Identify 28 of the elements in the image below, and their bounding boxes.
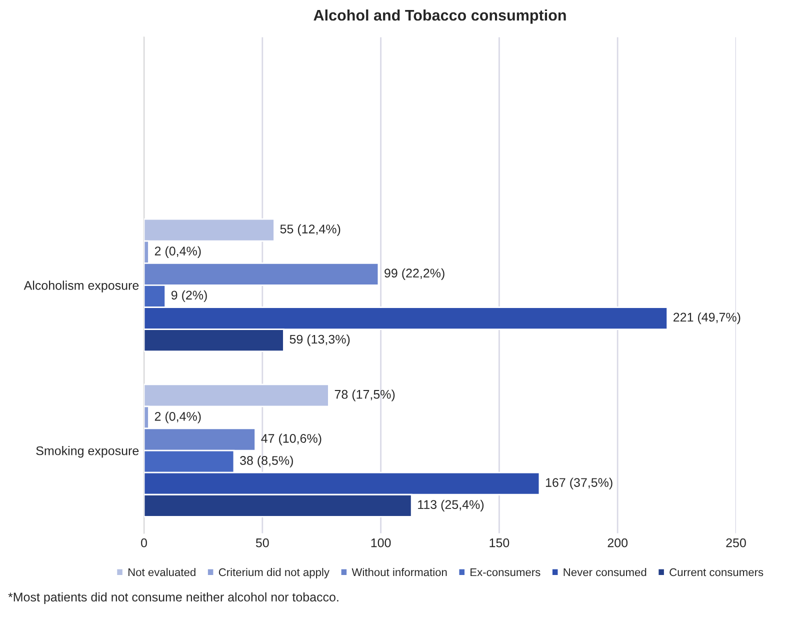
- data-label: 78 (17,5%): [334, 390, 395, 402]
- data-label: 2 (0,4%): [154, 246, 201, 258]
- legend-label: Without information: [352, 568, 447, 576]
- data-label: 9 (2%): [171, 290, 207, 302]
- text: *Most patients did not consume neither alcohol nor tobacco.: [8, 592, 338, 604]
- x-tick-label: 50: [256, 538, 269, 548]
- x-tick-label: 200: [608, 538, 628, 548]
- legend-label: Current consumers: [670, 568, 764, 576]
- y-tick-label: Smoking exposure: [36, 446, 139, 458]
- data-label: 38 (8,5%): [240, 456, 293, 468]
- data-label: 59 (13,3%): [290, 334, 350, 346]
- legend-label: Ex-consumers: [470, 568, 540, 576]
- data-label: 99 (22,2%): [384, 268, 444, 280]
- data-label: 55 (12,4%): [280, 224, 340, 236]
- legend-label: Criterium did not apply: [218, 568, 330, 578]
- data-label: 113 (25,4%): [418, 500, 484, 512]
- x-tick-label: 150: [490, 538, 510, 548]
- legend-label: Never consumed: [564, 568, 646, 576]
- legend-label: Not evaluated: [128, 568, 196, 576]
- data-label: 2 (0,4%): [154, 412, 201, 424]
- data-label: 47 (10,6%): [261, 434, 322, 446]
- x-tick-label: 250: [726, 538, 746, 548]
- data-label: 167 (37,5%): [546, 478, 612, 490]
- chart-title: Alcohol and Tobacco consumption: [314, 9, 566, 24]
- x-tick-label: 100: [371, 538, 391, 548]
- data-label: 221 (49,7%): [674, 312, 740, 324]
- x-tick-label: 0: [141, 538, 147, 548]
- y-tick-label: Alcoholism exposure: [24, 280, 139, 292]
